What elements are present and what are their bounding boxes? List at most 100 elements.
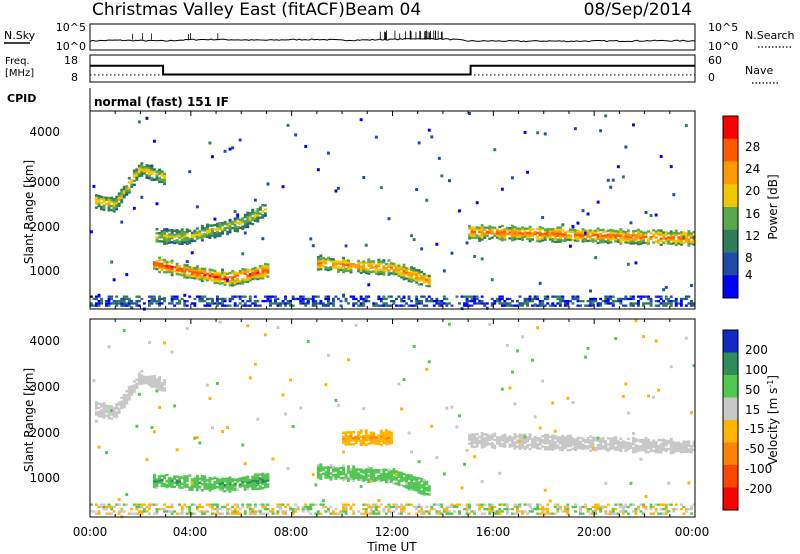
velocity-colorbar-swatch	[723, 397, 738, 421]
heatmap-cell	[420, 270, 424, 274]
heatmap-cell	[513, 441, 517, 444]
heatmap-cell	[349, 467, 353, 471]
heatmap-cell	[692, 302, 696, 305]
heatmap-cell	[241, 295, 245, 298]
heatmap-cell	[218, 222, 222, 225]
heatmap-cell	[110, 198, 114, 202]
heatmap-cell	[475, 437, 479, 440]
heatmap-cell	[606, 302, 610, 305]
heatmap-cell	[226, 481, 229, 484]
heatmap-cell	[561, 442, 565, 446]
heatmap-cell	[92, 304, 96, 307]
heatmap-cell	[137, 376, 141, 379]
heatmap-cell	[490, 232, 494, 235]
heatmap-cell	[591, 238, 595, 241]
heatmap-cell	[218, 282, 222, 285]
heatmap-cell	[195, 474, 199, 478]
heatmap-cell	[538, 304, 542, 307]
heatmap-cell	[246, 215, 250, 218]
heatmap-cell	[606, 237, 610, 241]
heatmap-cell	[566, 445, 570, 448]
heatmap-cell	[233, 283, 237, 286]
heatmap-cell	[634, 438, 638, 441]
heatmap-cell	[690, 505, 693, 509]
heatmap-cell	[536, 437, 540, 440]
heatmap-cell	[367, 270, 371, 273]
heatmap-cell	[203, 271, 207, 275]
heatmap-cell	[417, 460, 421, 464]
heatmap-cell	[132, 302, 136, 305]
heatmap-cell	[480, 436, 484, 439]
heatmap-cell	[337, 270, 340, 273]
heatmap-cell	[475, 433, 479, 436]
heatmap-cell	[125, 295, 129, 298]
heatmap-cell	[364, 269, 368, 273]
heatmap-cell	[100, 205, 103, 209]
heatmap-cell	[180, 230, 184, 233]
heatmap-cell	[120, 302, 124, 305]
heatmap-cell	[223, 275, 227, 278]
heatmap-cell	[669, 441, 673, 445]
heatmap-cell	[606, 178, 610, 182]
heatmap-cell	[261, 476, 265, 480]
heatmap-cell	[591, 436, 595, 439]
heatmap-cell	[266, 275, 270, 278]
heatmap-cell	[548, 238, 552, 241]
heatmap-cell	[97, 293, 101, 297]
heatmap-cell	[642, 440, 645, 444]
heatmap-cell	[170, 350, 174, 354]
heatmap-cell	[148, 300, 151, 303]
heatmap-cell	[657, 448, 661, 452]
heatmap-cell	[112, 505, 116, 509]
heatmap-cell	[258, 275, 262, 278]
heatmap-cell	[422, 483, 426, 486]
heatmap-cell	[417, 487, 421, 490]
heatmap-cell	[372, 477, 376, 480]
heatmap-cell	[97, 505, 101, 509]
heatmap-cell	[405, 478, 408, 481]
heatmap-cell	[594, 239, 598, 243]
heatmap-cell	[387, 217, 391, 221]
heatmap-cell	[198, 503, 202, 506]
heatmap-cell	[132, 380, 136, 383]
heatmap-cell	[213, 302, 217, 305]
heatmap-cell	[190, 274, 194, 277]
heatmap-cell	[185, 485, 189, 488]
heatmap-cell	[417, 141, 421, 145]
heatmap-cell	[579, 446, 582, 450]
heatmap-cell	[107, 205, 111, 208]
heatmap-cell	[362, 508, 366, 511]
heatmap-cell	[100, 405, 103, 408]
heatmap-cell	[218, 488, 222, 492]
heatmap-cell	[594, 231, 598, 234]
heatmap-cell	[228, 300, 232, 303]
heatmap-cell	[294, 297, 298, 301]
heatmap-cell	[359, 297, 363, 301]
heatmap-cell	[569, 234, 572, 237]
heatmap-cell	[140, 168, 144, 171]
heatmap-cell	[314, 300, 318, 303]
heatmap-cell	[500, 237, 504, 240]
heatmap-cell	[261, 505, 265, 509]
heatmap-cell	[387, 265, 391, 268]
heatmap-cell	[599, 237, 603, 240]
heatmap-cell	[304, 302, 308, 305]
heatmap-cell	[180, 240, 184, 243]
heatmap-cell	[190, 302, 194, 305]
heatmap-cell	[682, 440, 686, 443]
heatmap-cell	[238, 138, 242, 142]
heatmap-cell	[490, 437, 494, 441]
heatmap-cell	[246, 479, 250, 482]
heatmap-cell	[490, 435, 494, 439]
heatmap-cell	[291, 297, 295, 301]
power-panel-frame	[89, 110, 696, 310]
heatmap-cell	[450, 503, 454, 506]
heatmap-cell	[410, 450, 413, 454]
heatmap-cell	[609, 230, 613, 234]
heatmap-cell	[415, 487, 419, 490]
heatmap-cell	[97, 196, 101, 200]
heatmap-cell	[493, 438, 497, 442]
heatmap-cell	[405, 302, 408, 305]
heatmap-cell	[200, 233, 204, 236]
heatmap-cell	[652, 229, 655, 232]
